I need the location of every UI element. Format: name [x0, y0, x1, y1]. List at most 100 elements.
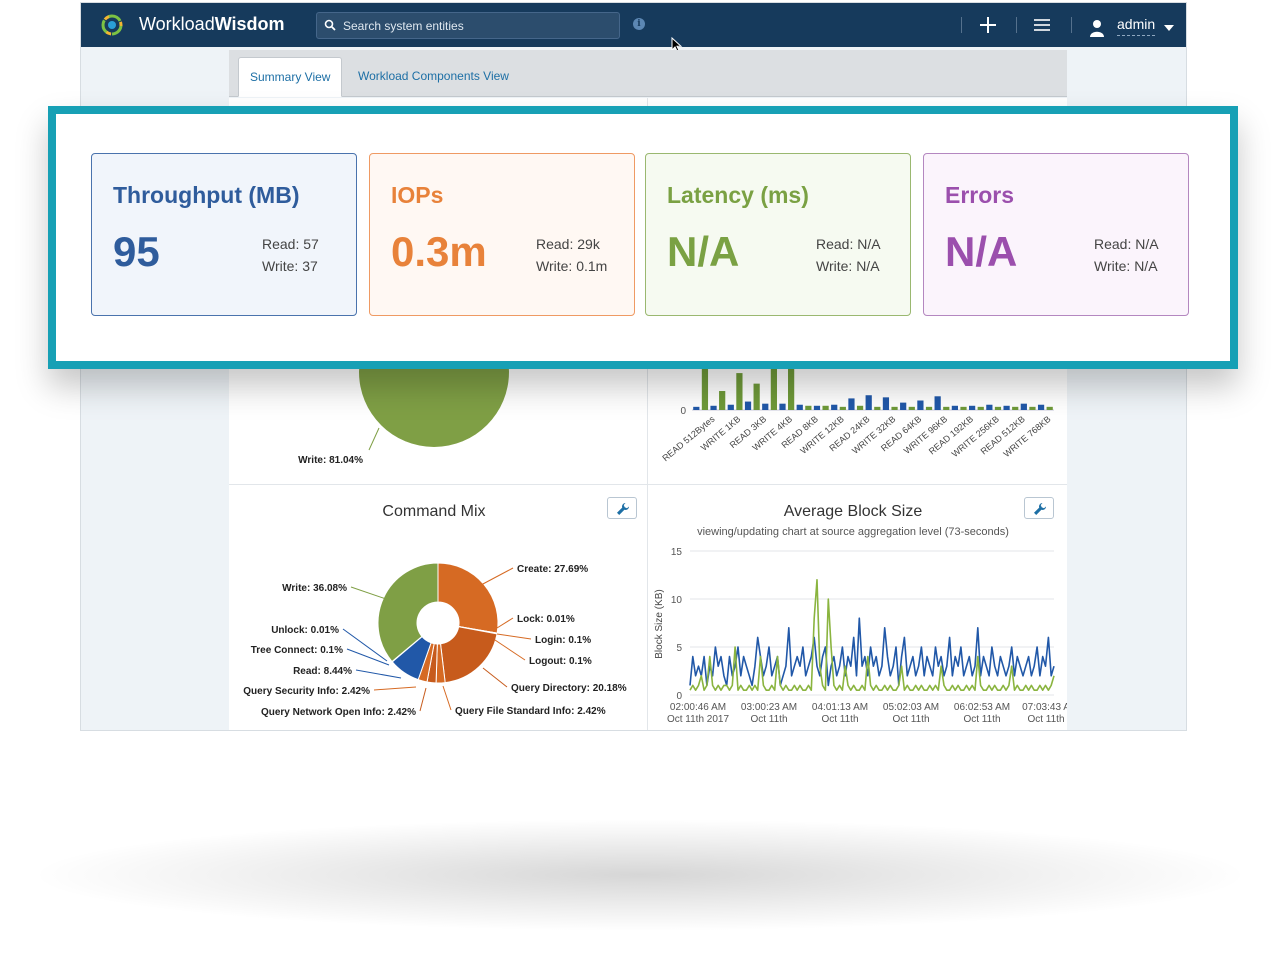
io-size-bar	[977, 406, 984, 410]
io-size-bar	[831, 404, 838, 410]
y-tick-label: 0	[680, 406, 686, 417]
card-title: Latency (ms)	[667, 182, 809, 208]
donut-label-connector	[496, 633, 532, 640]
user-icon[interactable]	[1089, 19, 1105, 37]
io-size-bar	[788, 348, 795, 410]
donut-slice-label: Query File Standard Info: 2.42%	[455, 706, 606, 717]
y-tick-label: 15	[671, 547, 683, 558]
io-size-bar	[891, 406, 898, 410]
card-value: 95	[113, 228, 160, 275]
navbar-divider	[1016, 17, 1017, 33]
donut-slice-label: Tree Connect: 0.1%	[251, 645, 343, 656]
donut-slice-label: Create: 27.69%	[517, 564, 588, 575]
x-tick-label: Oct 11th	[750, 714, 787, 725]
donut-slice-label: Lock: 0.01%	[517, 614, 575, 625]
donut-label-connector	[442, 685, 452, 711]
pie-slice-write	[359, 348, 509, 447]
tab-summary-view[interactable]: Summary View	[238, 57, 343, 97]
kpi-highlight-panel: Throughput (MB) 95 Read: 57 Write: 37 IO…	[48, 106, 1238, 369]
card-write: Write: 37	[262, 258, 318, 274]
search-box[interactable]	[316, 12, 620, 39]
x-tick-label: 04:01:13 AM	[812, 702, 868, 713]
brand-light: Workload	[139, 14, 215, 34]
io-size-bar	[986, 404, 993, 410]
search-input[interactable]	[343, 13, 613, 38]
latency-card: Latency (ms) N/A Read: N/A Write: N/A	[645, 153, 911, 316]
pie-label-write: Write: 81.04%	[298, 455, 363, 466]
caret-down-icon[interactable]	[1164, 25, 1174, 31]
throughput-card: Throughput (MB) 95 Read: 57 Write: 37	[91, 153, 357, 316]
donut-label-connector	[373, 686, 417, 691]
command-mix-donut-chart: Create: 27.69% Lock: 0.01% Login: 0.1% Logo…	[243, 562, 627, 718]
x-tick-label: Oct 11th	[821, 714, 858, 725]
x-tick-label: Oct 11th	[892, 714, 929, 725]
io-size-bar	[744, 401, 752, 410]
donut-slice-label: Unlock: 0.01%	[271, 625, 339, 636]
io-size-bar	[701, 348, 709, 410]
donut-label-connector	[482, 667, 508, 688]
donut-slice	[439, 626, 498, 684]
navbar-divider	[961, 17, 962, 33]
logo-icon	[101, 14, 123, 36]
drop-shadow	[40, 820, 1240, 930]
donut-label-connector	[350, 586, 390, 601]
io-size-bar	[693, 406, 700, 410]
avg-block-size-settings-button[interactable]	[1024, 497, 1054, 519]
username-menu[interactable]: admin	[1117, 16, 1156, 36]
donut-label-connector	[494, 639, 526, 661]
y-axis-title: Block Size (KB)	[654, 589, 665, 658]
card-title: IOPs	[391, 182, 444, 208]
io-size-bar	[736, 373, 743, 410]
io-size-bar	[727, 404, 734, 410]
tab-workload-components-view[interactable]: Workload Components View	[358, 69, 509, 83]
brand-name[interactable]: WorkloadWisdom	[139, 14, 285, 35]
io-size-bar	[1037, 404, 1045, 410]
io-size-bar	[969, 405, 976, 410]
card-read: Read: N/A	[1094, 236, 1159, 252]
command-mix-settings-button[interactable]	[607, 497, 637, 519]
x-tick-label: 07:03:43 A	[1022, 702, 1067, 713]
plus-icon[interactable]	[978, 15, 998, 35]
y-tick-label: 5	[676, 643, 682, 654]
io-size-bar	[839, 406, 846, 410]
card-title: Throughput (MB)	[113, 182, 300, 208]
io-size-bar	[994, 406, 1002, 410]
io-size-bar	[925, 406, 933, 410]
io-size-bar	[719, 391, 726, 410]
errors-card: Errors N/A Read: N/A Write: N/A	[923, 153, 1189, 316]
card-read: Read: N/A	[816, 236, 881, 252]
menu-icon[interactable]	[1033, 18, 1051, 32]
io-size-bar	[951, 405, 958, 410]
card-write: Write: N/A	[816, 258, 880, 274]
io-size-bar	[900, 402, 907, 410]
view-tabs: Summary View Workload Components View	[229, 50, 1067, 97]
donut-label-connector	[355, 669, 402, 679]
wrench-icon	[1034, 503, 1046, 515]
donut-slice-label: Query Directory: 20.18%	[511, 683, 627, 694]
io-size-bar	[960, 406, 967, 410]
avg-block-size-title: Average Block Size	[783, 503, 923, 520]
io-size-bar	[753, 383, 760, 410]
brand-bold: Wisdom	[214, 14, 285, 34]
io-size-bar	[796, 404, 803, 410]
panel-divider	[229, 484, 1067, 485]
donut-label-connector	[496, 617, 514, 629]
x-tick-label: WRITE 768KB	[1001, 414, 1052, 459]
io-size-bar	[1012, 406, 1019, 410]
series-line-green	[689, 578, 1055, 691]
x-tick-label: Oct 11th	[963, 714, 1000, 725]
donut-slice-label: Login: 0.1%	[535, 635, 591, 646]
x-tick-label: 03:00:23 AM	[741, 702, 797, 713]
io-size-bar	[1046, 406, 1053, 410]
io-size-bar	[805, 405, 812, 410]
x-tick-label: 02:00:46 AM	[670, 702, 726, 713]
avg-block-size-subtitle: viewing/updating chart at source aggrega…	[697, 526, 1009, 538]
x-tick-label: Oct 11th	[1027, 714, 1064, 725]
card-read: Read: 57	[262, 236, 319, 252]
io-size-bar	[908, 406, 915, 410]
info-icon[interactable]: i	[633, 18, 645, 30]
donut-slice	[377, 562, 439, 663]
read-write-pie-chart: Write: 81.04%	[298, 348, 509, 466]
